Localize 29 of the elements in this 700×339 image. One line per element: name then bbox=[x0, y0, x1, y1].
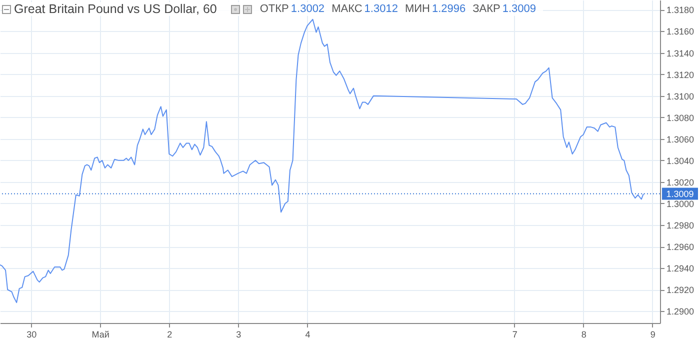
x-tick-label: 7 bbox=[512, 330, 518, 339]
ref-line-label: 1.3009 bbox=[666, 188, 694, 199]
y-tick-label: 1.3060 bbox=[666, 134, 694, 144]
y-tick-label: 1.3100 bbox=[666, 91, 694, 102]
annotation: МИН 1.2996 bbox=[404, 3, 466, 15]
y-tick-label: 1.3180 bbox=[666, 5, 694, 16]
x-tick-label: 3 bbox=[236, 330, 242, 339]
y-tick-label: 1.2960 bbox=[666, 242, 694, 252]
y-tick-label: 1.2920 bbox=[666, 285, 694, 296]
annotation: ОТКР 1.3002 bbox=[260, 3, 325, 15]
y-tick-label: 1.3160 bbox=[666, 26, 694, 37]
x-tick-label: 4 bbox=[305, 330, 310, 339]
y-tick-label: 1.2980 bbox=[666, 220, 694, 231]
annotation: ЗАКР 1.3009 bbox=[472, 3, 536, 15]
x-tick-label: 8 bbox=[581, 330, 586, 339]
y-tick-label: 1.2900 bbox=[666, 306, 694, 317]
y-tick-label: 1.3120 bbox=[666, 70, 694, 80]
x-tick-label: Май bbox=[92, 330, 110, 339]
x-tick-label: 30 bbox=[26, 330, 37, 339]
y-tick-label: 1.3140 bbox=[666, 48, 694, 58]
annotation: МАКС 1.3012 bbox=[332, 3, 398, 15]
y-tick-label: 1.3080 bbox=[666, 112, 694, 123]
y-tick-label: 1.3020 bbox=[666, 177, 694, 188]
chart-title: Great Britain Pound vs US Dollar, 60 bbox=[14, 2, 217, 16]
y-tick-label: 1.2940 bbox=[666, 264, 694, 274]
x-tick-label: 9 bbox=[650, 330, 656, 339]
y-tick-label: 1.3040 bbox=[666, 156, 694, 166]
y-tick-label: 1.3000 bbox=[666, 198, 694, 209]
x-tick-label: 2 bbox=[167, 330, 172, 339]
